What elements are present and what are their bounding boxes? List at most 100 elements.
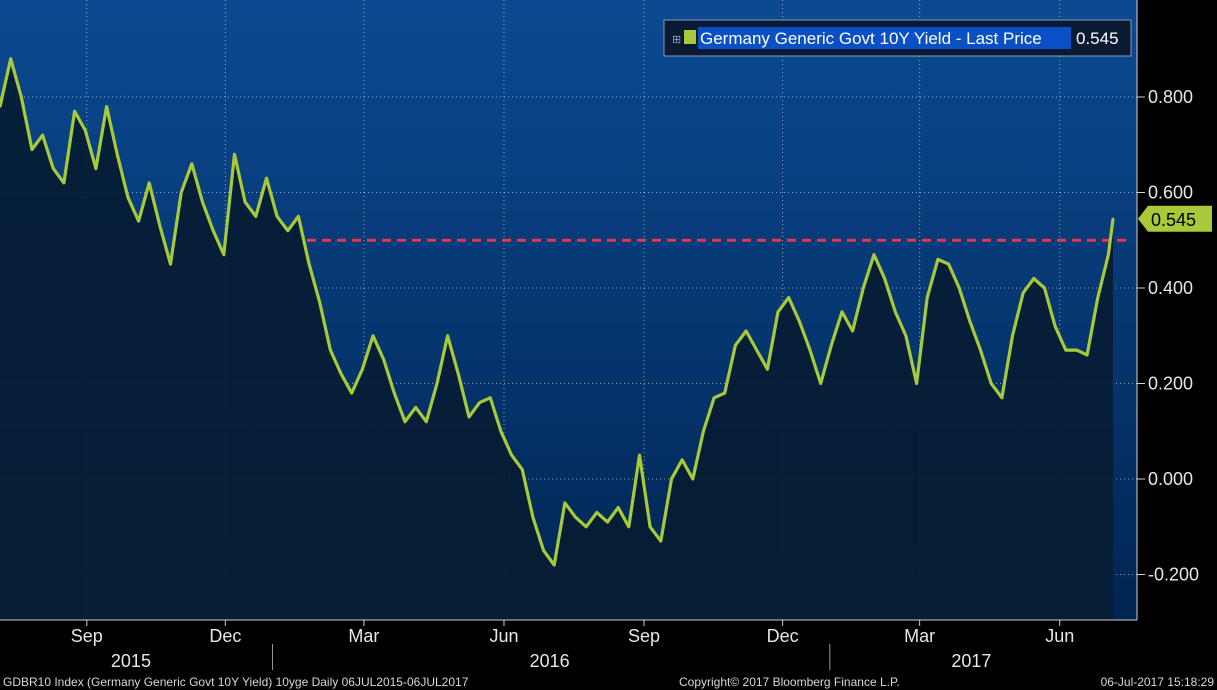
data-point [1064, 348, 1068, 352]
data-point [766, 368, 769, 371]
data-point [275, 215, 279, 218]
data-point [830, 344, 833, 347]
data-point [265, 177, 268, 180]
legend[interactable]: ⊞ Germany Generic Govt 10Y Yield - Last … [663, 19, 1132, 57]
data-point [371, 334, 375, 337]
x-month-label: Sep [71, 626, 103, 646]
data-point [307, 262, 311, 266]
data-point [617, 506, 620, 509]
legend-series-name: Germany Generic Govt 10Y Yield - Last Pr… [700, 29, 1042, 48]
data-point [105, 105, 108, 108]
data-point [393, 391, 396, 395]
x-year-label: 2015 [111, 651, 151, 671]
data-point [1022, 291, 1025, 294]
data-point [670, 477, 673, 481]
y-tick-label: 0.200 [1148, 374, 1193, 394]
data-point [904, 334, 908, 337]
data-point [20, 95, 23, 99]
data-point [979, 348, 982, 352]
data-point [808, 348, 812, 352]
data-point [180, 191, 183, 194]
data-point [52, 167, 55, 170]
data-point [926, 296, 929, 299]
data-point [222, 253, 225, 256]
data-point [126, 196, 130, 199]
data-point [190, 162, 193, 165]
data-point [212, 229, 215, 232]
x-month-label: Jun [489, 626, 518, 646]
data-point [595, 511, 598, 514]
data-point [755, 348, 758, 352]
x-month-label: Dec [209, 626, 241, 646]
data-point [553, 563, 556, 567]
data-point [1107, 253, 1110, 256]
footer-timestamp: 06-Jul-2017 15:18:29 [1101, 675, 1215, 689]
data-point [62, 181, 66, 185]
data-point [148, 181, 151, 185]
data-point [489, 396, 492, 399]
data-point [798, 320, 801, 323]
data-point [137, 219, 140, 223]
data-point [1032, 277, 1036, 280]
data-point [712, 396, 716, 399]
data-point [585, 525, 588, 528]
data-point [819, 382, 822, 385]
data-point [318, 301, 321, 304]
data-point [30, 148, 34, 151]
legend-last-value: 0.545 [1076, 29, 1119, 48]
data-point [1085, 353, 1089, 357]
data-point [680, 458, 684, 462]
data-point [606, 520, 609, 524]
x-month-label: Sep [628, 626, 660, 646]
data-point [233, 153, 236, 156]
data-point [883, 277, 886, 280]
data-point [744, 329, 748, 333]
footer-copyright: Copyright© 2017 Bloomberg Finance L.P. [679, 675, 900, 689]
data-point [286, 229, 289, 232]
x-axis-ticks: Sep Dec Mar Jun Sep Dec Mar Jun 2015 2016 2017 [71, 620, 1074, 671]
x-year-label: 2016 [530, 651, 570, 671]
yield-area-fill [0, 58, 1113, 621]
data-point [425, 420, 428, 423]
data-point [116, 153, 119, 156]
data-point [41, 134, 44, 137]
data-point [403, 420, 407, 423]
data-point [659, 539, 662, 543]
y-tick-label: 0.400 [1148, 278, 1193, 298]
data-point [414, 406, 417, 409]
data-point [563, 501, 567, 505]
data-point [510, 453, 513, 457]
data-point [0, 105, 2, 108]
data-point [84, 129, 87, 132]
data-point [9, 57, 12, 60]
data-point [734, 344, 737, 347]
footer-ticker-info: GDBR10 Index (Germany Generic Govt 10Y Y… [3, 675, 469, 689]
data-point [382, 358, 385, 361]
data-point [542, 549, 545, 552]
legend-expand-icon[interactable]: ⊞ [672, 34, 681, 46]
data-point [1111, 217, 1115, 220]
data-point [521, 468, 524, 471]
x-month-label: Mar [348, 626, 379, 646]
legend-swatch [684, 30, 696, 44]
yield-series-line [0, 57, 1115, 567]
data-point [627, 525, 630, 528]
data-point [574, 516, 577, 519]
y-tick-label: 0.600 [1148, 183, 1193, 203]
data-point [990, 382, 993, 385]
data-point [201, 200, 204, 204]
x-month-label: Jun [1045, 626, 1074, 646]
data-point [638, 453, 641, 457]
data-point [936, 258, 940, 261]
data-point [446, 334, 449, 337]
data-point [915, 382, 918, 385]
last-price-tag [1138, 205, 1212, 232]
data-point [297, 215, 300, 218]
y-tick-label: 0.800 [1148, 87, 1193, 107]
data-point [1043, 286, 1046, 290]
data-point [776, 310, 780, 314]
data-point [702, 430, 705, 433]
y-tick-label: -0.200 [1148, 565, 1199, 585]
data-point [499, 430, 503, 433]
data-point [1053, 325, 1057, 328]
